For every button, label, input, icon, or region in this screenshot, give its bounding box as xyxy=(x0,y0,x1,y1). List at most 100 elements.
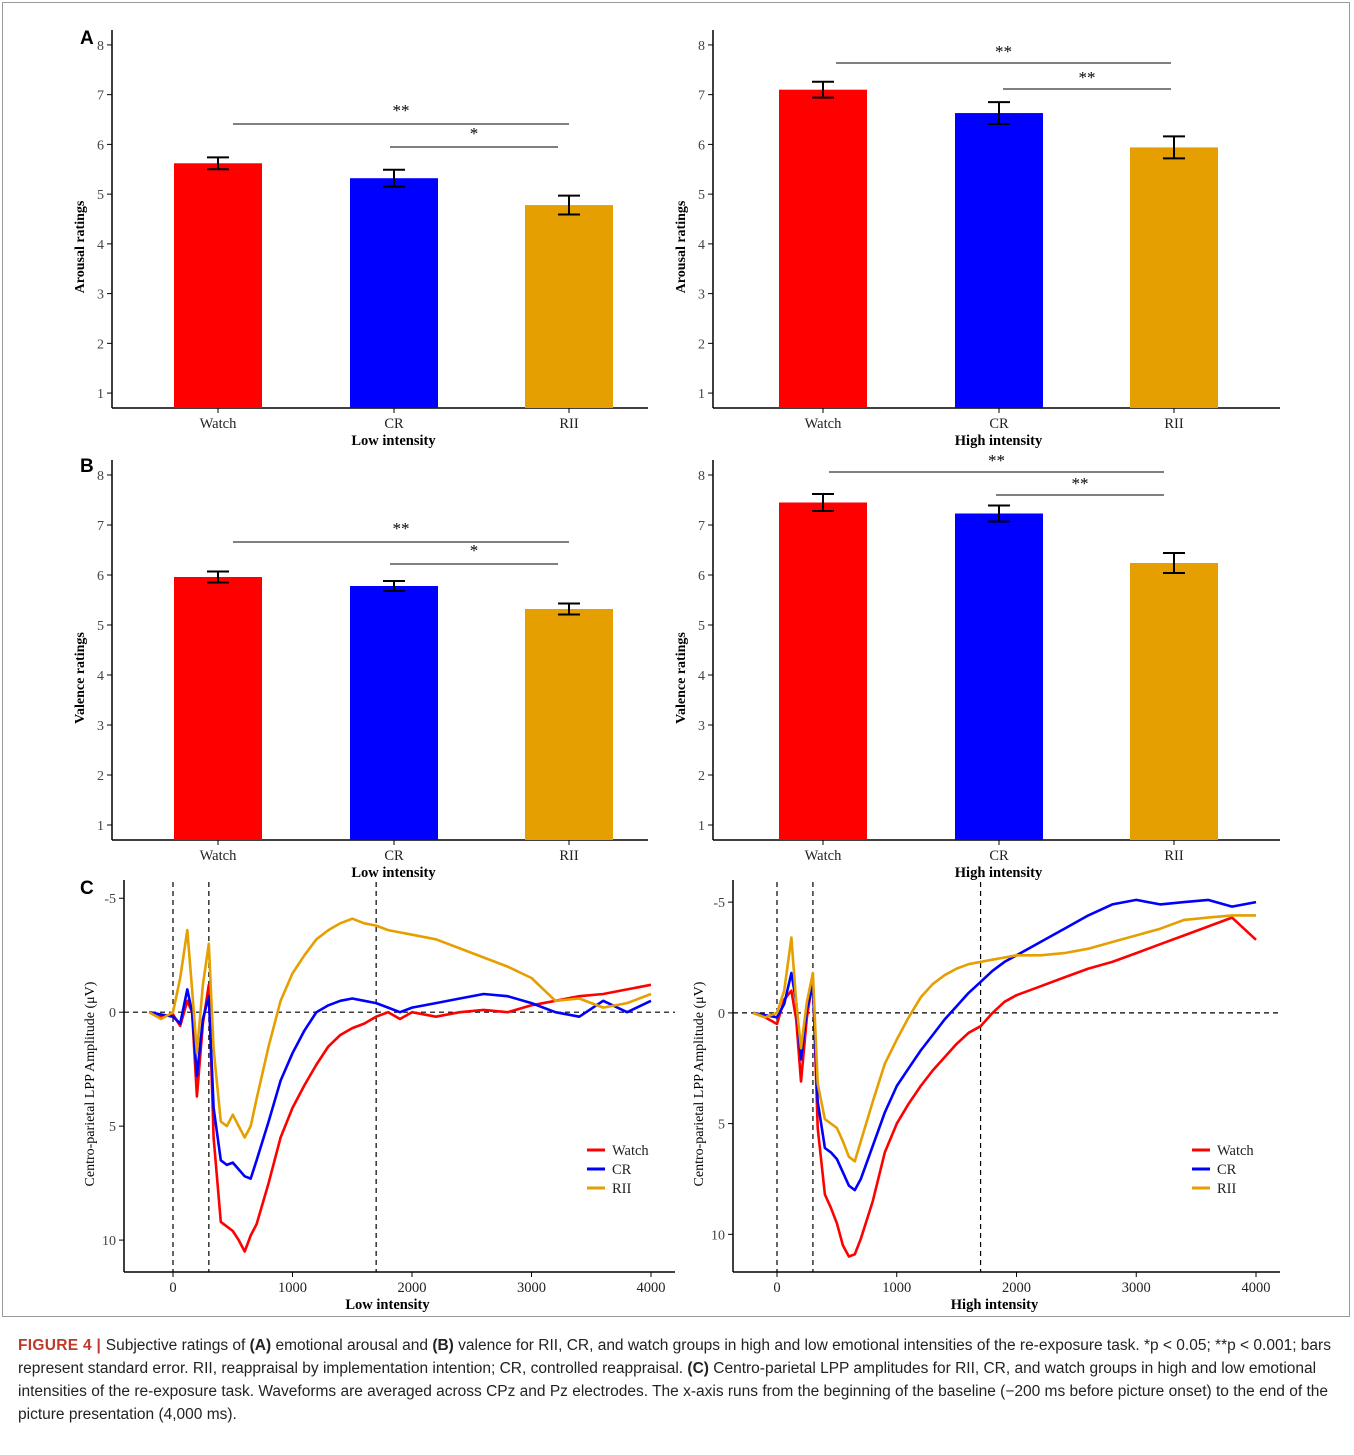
y-tick-label: 3 xyxy=(698,719,705,734)
x-tick-label: 1000 xyxy=(278,1280,307,1296)
bar-rii xyxy=(525,205,613,408)
x-tick-label: CR xyxy=(989,416,1009,432)
y-axis-label: Centro-parietal LPP Amplitude (μV) xyxy=(83,981,98,1186)
y-tick-label: -5 xyxy=(713,896,725,911)
series-line-cr xyxy=(148,988,652,1180)
x-tick-label: CR xyxy=(384,416,404,432)
x-tick-label: RII xyxy=(559,848,579,864)
y-tick-label: 5 xyxy=(109,1120,116,1135)
x-axis-label: High intensity xyxy=(951,1297,1039,1313)
chart-panel-5: C -5 0 5 10 0 1000 2000 3000 4000 Watch CR RII Low in… xyxy=(80,878,675,1313)
panel-label: A xyxy=(80,28,94,49)
y-tick-label: 0 xyxy=(109,1006,116,1021)
y-tick-label: 1 xyxy=(97,819,104,834)
y-axis-label: Arousal ratings xyxy=(73,200,88,293)
y-tick-label: 1 xyxy=(698,819,705,834)
x-tick-label: Watch xyxy=(805,848,842,864)
legend-label: Watch xyxy=(612,1143,649,1159)
bar-watch xyxy=(174,577,262,840)
legend-label: CR xyxy=(612,1162,632,1178)
y-tick-label: 6 xyxy=(698,569,705,584)
y-tick-label: 2 xyxy=(698,337,705,352)
chart-panel-3: B 1 2 3 4 5 6 7 8 Watch CR RII Low intensity Valence … xyxy=(73,456,648,881)
y-tick-label: 10 xyxy=(711,1228,725,1243)
y-tick-label: 6 xyxy=(698,138,705,153)
y-tick-label: 5 xyxy=(718,1118,725,1133)
bar-cr xyxy=(350,586,438,840)
bar-cr xyxy=(350,178,438,408)
figure-caption: FIGURE 4 | Subjective ratings of (A) emo… xyxy=(18,1334,1336,1426)
significance-label: ** xyxy=(995,42,1012,61)
x-tick-label: 2000 xyxy=(398,1280,427,1296)
y-tick-label: 7 xyxy=(97,519,104,534)
significance-label: * xyxy=(470,124,479,143)
bar-rii xyxy=(525,609,613,840)
y-tick-label: 8 xyxy=(698,39,705,54)
y-tick-label: 4 xyxy=(97,669,104,684)
bar-cr xyxy=(955,513,1043,840)
y-tick-label: 8 xyxy=(97,469,104,484)
significance-label: ** xyxy=(393,101,410,120)
y-tick-label: 10 xyxy=(102,1234,116,1249)
panel-label: C xyxy=(80,878,94,899)
y-tick-label: 5 xyxy=(97,188,104,203)
y-tick-label: 2 xyxy=(698,769,705,784)
significance-label: ** xyxy=(393,519,410,538)
y-tick-label: 7 xyxy=(698,519,705,534)
series-line-watch xyxy=(752,916,1257,1258)
y-tick-label: 7 xyxy=(698,89,705,104)
x-tick-label: RII xyxy=(1164,416,1184,432)
chart-panel-2: 1 2 3 4 5 6 7 8 Watch CR RII High intensity Arousal … xyxy=(674,30,1280,449)
y-tick-label: 4 xyxy=(698,669,705,684)
bar-watch xyxy=(779,502,867,840)
significance-label: ** xyxy=(1072,474,1089,493)
x-tick-label: RII xyxy=(1164,848,1184,864)
bar-rii xyxy=(1130,147,1218,408)
caption-text-3: valence for RII, CR, and watch groups in… xyxy=(18,1337,1331,1377)
x-tick-label: 3000 xyxy=(517,1280,546,1296)
x-tick-label: 3000 xyxy=(1122,1280,1151,1296)
chart-panel-6: -5 0 5 10 0 1000 2000 3000 4000 Watch CR RII High in… xyxy=(692,880,1280,1313)
significance-label: ** xyxy=(988,451,1005,470)
y-tick-label: 6 xyxy=(97,138,104,153)
y-axis-label: Arousal ratings xyxy=(674,200,689,293)
x-axis-label: Low intensity xyxy=(351,865,436,881)
y-tick-label: 3 xyxy=(698,288,705,303)
bar-rii xyxy=(1130,563,1218,840)
figure-frame xyxy=(2,2,1350,1317)
y-tick-label: 8 xyxy=(698,469,705,484)
caption-text-4: Centro-parietal LPP amplitudes for RII, … xyxy=(18,1360,1329,1423)
legend-label: RII xyxy=(1217,1181,1237,1197)
x-tick-label: CR xyxy=(989,848,1009,864)
y-tick-label: 3 xyxy=(97,288,104,303)
bar-watch xyxy=(174,163,262,408)
x-tick-label: 4000 xyxy=(637,1280,666,1296)
y-tick-label: 3 xyxy=(97,719,104,734)
caption-panel-c: (C) xyxy=(687,1360,709,1377)
panel-label: B xyxy=(80,456,94,477)
x-tick-label: Watch xyxy=(805,416,842,432)
y-tick-label: 4 xyxy=(698,238,705,253)
x-tick-label: RII xyxy=(559,416,579,432)
x-tick-label: Watch xyxy=(200,416,237,432)
y-tick-label: 2 xyxy=(97,769,104,784)
x-tick-label: 0 xyxy=(169,1280,176,1296)
y-tick-label: 4 xyxy=(97,238,104,253)
x-axis-label: Low intensity xyxy=(345,1297,430,1313)
series-line-cr xyxy=(752,898,1257,1192)
y-tick-label: 2 xyxy=(97,337,104,352)
significance-label: ** xyxy=(1079,68,1096,87)
caption-panel-a: (A) xyxy=(249,1337,272,1354)
series-line-rii xyxy=(148,917,652,1139)
caption-text-2: emotional arousal and xyxy=(271,1337,433,1354)
x-tick-label: 0 xyxy=(773,1280,780,1296)
y-tick-label: -5 xyxy=(104,892,116,907)
x-tick-label: 4000 xyxy=(1242,1280,1271,1296)
x-tick-label: CR xyxy=(384,848,404,864)
caption-text-1: Subjective ratings of xyxy=(105,1337,250,1354)
bar-watch xyxy=(779,89,867,409)
x-axis-label: High intensity xyxy=(955,865,1043,881)
caption-panel-b: (B) xyxy=(432,1337,454,1354)
legend-label: CR xyxy=(1217,1162,1237,1178)
x-tick-label: Watch xyxy=(200,848,237,864)
